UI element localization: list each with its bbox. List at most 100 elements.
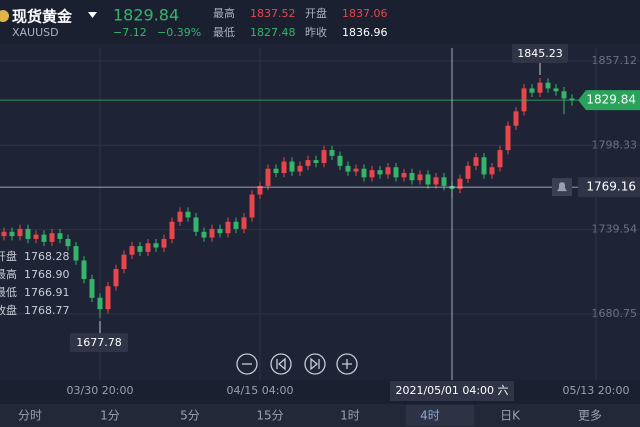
stat-value: 1837.52	[250, 7, 296, 20]
stat-label: 开盘	[305, 6, 327, 20]
x-tick-label: 03/30 20:00	[67, 384, 134, 397]
candle-body	[25, 228, 31, 239]
candle-body	[249, 194, 255, 218]
zoom-in[interactable]	[336, 353, 358, 375]
y-tick-label: 1739.54	[592, 223, 638, 236]
candle-body	[145, 243, 151, 252]
readout-value: 1766.91	[24, 286, 70, 299]
candle-body	[377, 170, 383, 175]
candle-body	[489, 167, 495, 175]
chart-area	[0, 44, 640, 380]
candle-body	[1, 231, 7, 237]
candle-body	[313, 160, 319, 163]
tab-bar	[0, 404, 640, 427]
readout-label: 开盘	[0, 249, 17, 263]
candle-body	[337, 155, 343, 166]
tab[interactable]: 5分	[180, 409, 200, 423]
candle-body	[33, 234, 39, 239]
max-label: 1845.23	[517, 47, 563, 60]
tab[interactable]: 1时	[340, 409, 360, 423]
stat-value: 1836.96	[342, 26, 388, 39]
candle-body	[225, 221, 231, 234]
candle-body	[161, 238, 167, 248]
candle-body	[193, 217, 199, 232]
candle-body	[113, 269, 119, 287]
min-label: 1677.78	[76, 336, 122, 349]
readout-label: 最低	[0, 286, 17, 299]
icon	[342, 359, 352, 369]
candle-body	[41, 234, 47, 242]
candle-body	[305, 160, 311, 166]
candle-body	[97, 297, 103, 310]
candle-body	[297, 165, 303, 172]
candle-body	[321, 150, 327, 163]
candle-body	[473, 157, 479, 166]
scroll-end[interactable]	[304, 353, 326, 375]
candle-body	[177, 211, 183, 222]
change: −7.12	[113, 26, 147, 39]
price-tag-label: 1829.84	[586, 93, 636, 107]
dropdown-arrow[interactable]	[88, 12, 97, 18]
candle-body	[257, 185, 263, 195]
candle-body	[481, 157, 487, 175]
candle-body	[425, 174, 431, 185]
candle-body	[361, 168, 367, 178]
zoom-out[interactable]	[236, 353, 258, 375]
crosshair-x-label: 2021/05/01 04:00 六	[395, 384, 508, 397]
candle-body	[233, 221, 239, 229]
candle-body	[57, 233, 63, 239]
candle-body	[513, 111, 519, 126]
candle-body	[369, 170, 375, 178]
candle-body	[561, 91, 567, 99]
candle-body	[65, 238, 71, 247]
stat-label: 最低	[213, 26, 235, 39]
icon	[276, 357, 286, 371]
candle-body	[529, 88, 535, 93]
candle-body	[569, 98, 575, 101]
max-label-box	[512, 44, 568, 64]
candle-body	[537, 82, 543, 93]
readout-value: 1768.90	[24, 268, 70, 281]
candle-body	[345, 165, 351, 172]
tab[interactable]: 分时	[18, 409, 42, 423]
candle-body	[153, 243, 159, 248]
zoom-controls	[236, 353, 358, 375]
price: 1829.84	[113, 6, 179, 25]
crosshair-price: 1769.16	[586, 180, 636, 194]
readout-label: 最高	[0, 267, 17, 281]
symbol: XAUUSD	[12, 26, 59, 39]
tab[interactable]: 1分	[100, 409, 120, 423]
candle-body	[329, 150, 335, 156]
y-tick-label: 1798.33	[592, 138, 638, 151]
tab[interactable]: 4时	[420, 409, 440, 423]
change-pct: −0.39%	[157, 26, 201, 39]
tab-selected-bg	[406, 405, 474, 426]
plot: 1857.12 1798.33 1739.54 1680.75 1829.84 1769.…	[0, 44, 640, 380]
candle-body	[441, 177, 447, 186]
tab[interactable]: 15分	[256, 409, 283, 423]
price-tag	[578, 90, 640, 111]
stat-label: 昨收	[305, 25, 327, 39]
candle-body	[121, 254, 127, 270]
min-label-box	[70, 333, 128, 353]
candle-body	[465, 165, 471, 179]
candle-body	[433, 177, 439, 185]
stat-value: 1827.48	[250, 26, 296, 39]
candle-body	[49, 233, 55, 242]
tab[interactable]: 日K	[500, 409, 521, 423]
crosshair-x-box	[390, 381, 514, 401]
y-tick-label: 1857.12	[592, 54, 638, 67]
tab[interactable]: 更多	[578, 409, 602, 423]
instrument-name[interactable]: 现货黄金	[12, 8, 73, 26]
scroll-start[interactable]	[270, 353, 292, 375]
candle-body	[505, 125, 511, 151]
candle-body	[217, 228, 223, 234]
candle-body	[201, 231, 207, 238]
candle-body	[385, 167, 391, 175]
readout-value: 1768.77	[24, 304, 70, 317]
candle-body	[401, 173, 407, 178]
stat-value: 1837.06	[342, 7, 388, 20]
readout-label: 收盘	[0, 303, 17, 317]
